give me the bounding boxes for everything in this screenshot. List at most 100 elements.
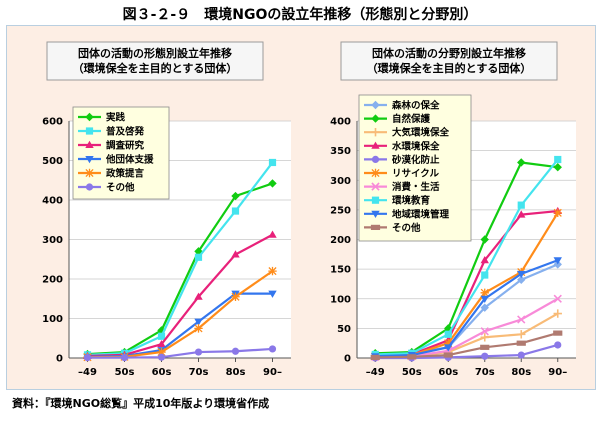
series-line — [375, 259, 559, 358]
x-tick-label: 60s — [152, 367, 172, 378]
data-point — [157, 332, 166, 340]
legend-label: 水環境保全 — [392, 140, 440, 152]
data-point — [268, 290, 277, 298]
data-point — [268, 179, 277, 188]
x-tick-label: 80s — [511, 367, 531, 378]
data-point — [83, 354, 92, 362]
series-line — [87, 161, 274, 356]
legend-box — [358, 94, 472, 242]
data-point — [268, 158, 277, 167]
x-tick-label: –49 — [78, 367, 97, 378]
y-tick-label: 100 — [42, 314, 63, 325]
legend-marker — [371, 155, 380, 163]
chart-by-activity-type: 団体の活動の形態別設立年推移（環境保全を主目的とする団体） 0 100 200 300 4… — [42, 41, 291, 378]
legend-box — [72, 106, 170, 200]
legend-marker — [371, 128, 380, 137]
data-point — [157, 353, 166, 361]
legend-marker — [371, 100, 380, 110]
data-point — [157, 347, 166, 357]
figure-title: 図３-２-９ 環境NGOの設立年推移（形態別と分野別） — [122, 7, 478, 23]
series-line — [375, 161, 558, 355]
data-point — [517, 330, 526, 339]
data-point — [370, 354, 380, 361]
data-point — [120, 354, 129, 362]
data-point — [194, 292, 203, 300]
legend: 森林の保全自然保護大気環境保全水環境保全砂漠化防止リサイクル消費・生活環境教育地… — [358, 94, 472, 242]
legend-marker — [371, 182, 380, 191]
legend-label: リサイクル — [392, 169, 440, 180]
data-point — [157, 339, 166, 348]
series-line — [87, 182, 273, 356]
chart-title-line: 団体の活動の形態別設立年推移 — [78, 46, 232, 60]
series-line — [375, 158, 559, 356]
data-point — [480, 327, 489, 336]
data-point — [517, 210, 526, 218]
data-point — [517, 201, 525, 209]
legend-marker — [85, 140, 94, 148]
data-point — [554, 341, 562, 349]
data-point — [553, 257, 562, 265]
chart-title-line: 団体の活動の分野別設立年推移 — [372, 46, 526, 60]
legend-label: 環境教育 — [392, 195, 431, 207]
series-line — [87, 347, 273, 359]
x-tick-label: 70s — [189, 367, 209, 378]
legend-marker — [85, 127, 94, 135]
legend-marker — [371, 168, 380, 178]
data-point — [268, 345, 277, 353]
x-tick-label: –49 — [366, 367, 385, 378]
legend-label: 自然保護 — [392, 113, 431, 125]
data-point — [553, 309, 562, 318]
y-tick-label: 350 — [330, 146, 351, 157]
data-point — [194, 318, 203, 326]
data-point — [480, 256, 489, 264]
legend-label: 地域環境管理 — [392, 208, 450, 220]
legend-marker — [371, 114, 380, 123]
data-point — [194, 324, 203, 333]
legend-label: 政策提言 — [106, 168, 145, 180]
chart-by-field: 団体の活動の分野別設立年推移（環境保全を主目的とする団体） 0 50 100 150 20… — [330, 41, 576, 378]
legend-label: 大気環境保全 — [392, 127, 450, 139]
data-point — [268, 266, 277, 276]
y-tick-label: 250 — [330, 205, 351, 216]
series-line — [375, 332, 559, 359]
data-point — [231, 250, 240, 258]
legend-label: 調査研究 — [106, 140, 145, 152]
legend-label: 森林の保全 — [392, 100, 440, 112]
y-tick-label: 50 — [337, 324, 351, 335]
data-point — [554, 155, 562, 164]
y-tick-label: 300 — [330, 176, 351, 187]
data-point — [480, 344, 490, 350]
legend-label: 普及啓発 — [106, 126, 145, 138]
data-point — [231, 191, 240, 201]
data-point — [553, 330, 563, 336]
y-tick-label: 100 — [330, 294, 351, 305]
data-point — [480, 303, 489, 312]
data-point — [231, 347, 240, 355]
y-tick-label: 400 — [330, 117, 351, 128]
series-line — [87, 233, 274, 358]
legend-marker — [85, 183, 94, 191]
y-tick-label: 500 — [42, 156, 63, 167]
data-point — [553, 208, 562, 218]
y-tick-label: 200 — [42, 275, 63, 286]
legend-marker — [85, 112, 94, 122]
series-10 — [370, 330, 563, 361]
y-tick-label: 600 — [42, 117, 63, 128]
y-tick-label: 150 — [330, 265, 351, 276]
y-tick-label: 300 — [42, 235, 63, 246]
chart-panel: 団体の活動の形態別設立年推移 （環境保全を主目的とする団体） 0 100 200 300 4… — [6, 25, 596, 390]
series-6 — [83, 345, 277, 362]
data-point — [553, 163, 562, 172]
data-point — [481, 271, 489, 279]
data-point — [517, 315, 526, 324]
legend-marker — [371, 210, 380, 218]
legend-marker — [85, 168, 94, 178]
legend-label: 砂漠化防止 — [392, 154, 440, 166]
data-point — [444, 344, 453, 352]
data-point — [480, 295, 489, 303]
chart-title-line: （環境保全を主目的とする団体） — [73, 61, 238, 75]
data-point — [517, 351, 525, 359]
data-point — [480, 333, 489, 342]
data-point — [517, 158, 526, 167]
